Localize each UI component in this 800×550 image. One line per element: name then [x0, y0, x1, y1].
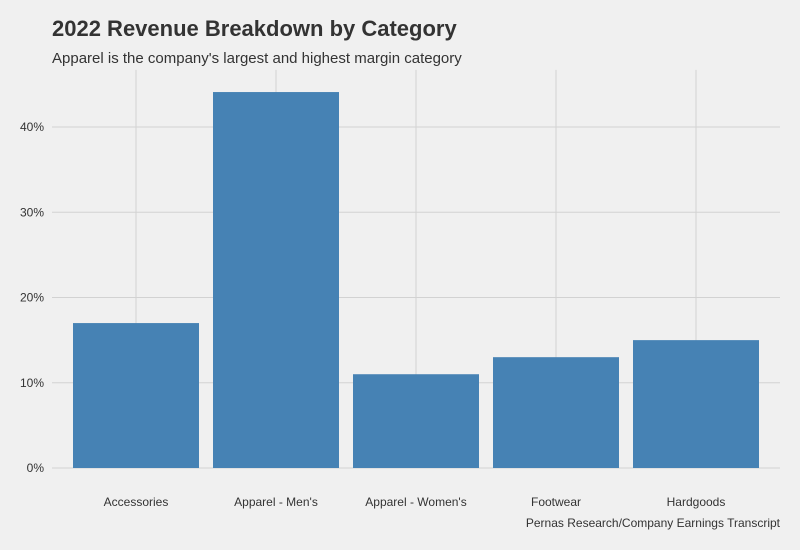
x-tick-label: Apparel - Men's [234, 495, 318, 509]
chart-caption: Pernas Research/Company Earnings Transcr… [525, 516, 780, 530]
bar [633, 340, 759, 468]
bar [213, 92, 339, 469]
x-tick-label: Apparel - Women's [365, 495, 466, 509]
bar [353, 374, 479, 468]
chart-title: 2022 Revenue Breakdown by Category [52, 16, 457, 41]
x-tick-label: Footwear [531, 495, 581, 509]
y-tick-label: 30% [20, 205, 44, 219]
y-tick-label: 10% [20, 376, 44, 390]
y-tick-label: 40% [20, 120, 44, 134]
y-tick-label: 20% [20, 291, 44, 305]
x-tick-label: Hardgoods [667, 495, 726, 509]
chart-subtitle: Apparel is the company's largest and hig… [52, 50, 462, 67]
x-tick-label: Accessories [104, 495, 169, 509]
bar [73, 323, 199, 468]
y-tick-label: 0% [27, 461, 45, 475]
bar [493, 357, 619, 468]
